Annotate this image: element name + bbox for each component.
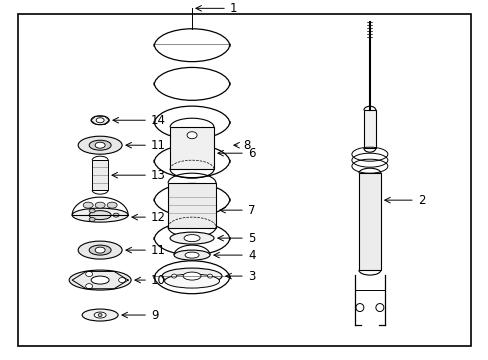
Ellipse shape [107, 202, 117, 208]
Ellipse shape [89, 211, 111, 220]
Ellipse shape [89, 140, 111, 150]
Text: 3: 3 [247, 270, 255, 283]
Ellipse shape [113, 213, 119, 217]
Ellipse shape [95, 202, 105, 208]
Ellipse shape [94, 312, 106, 318]
Ellipse shape [355, 303, 363, 311]
Ellipse shape [85, 284, 92, 289]
Ellipse shape [183, 272, 201, 280]
Ellipse shape [207, 274, 212, 278]
Ellipse shape [184, 252, 199, 258]
Text: 4: 4 [247, 249, 255, 262]
Ellipse shape [187, 132, 197, 139]
Bar [358, 173, 380, 270]
Ellipse shape [89, 245, 111, 255]
Text: 11: 11 [151, 244, 166, 257]
Ellipse shape [162, 268, 222, 284]
Text: 12: 12 [151, 211, 166, 224]
Ellipse shape [98, 314, 102, 316]
Ellipse shape [72, 208, 128, 222]
Ellipse shape [96, 118, 104, 123]
Ellipse shape [91, 116, 109, 125]
Ellipse shape [171, 274, 176, 278]
Ellipse shape [83, 202, 93, 208]
Text: 9: 9 [151, 309, 158, 321]
Ellipse shape [95, 142, 105, 148]
Text: 8: 8 [243, 139, 250, 152]
Text: 14: 14 [151, 114, 166, 127]
Text: 11: 11 [151, 139, 166, 152]
Ellipse shape [164, 274, 219, 288]
Ellipse shape [69, 270, 131, 290]
Ellipse shape [119, 278, 125, 283]
Ellipse shape [78, 136, 122, 154]
Text: 13: 13 [151, 169, 165, 182]
Ellipse shape [375, 303, 383, 311]
Bar [170, 127, 214, 169]
Ellipse shape [95, 247, 105, 253]
Text: 7: 7 [247, 204, 255, 217]
Ellipse shape [82, 309, 118, 321]
Ellipse shape [78, 241, 122, 259]
Ellipse shape [89, 209, 95, 213]
Text: 1: 1 [229, 2, 237, 15]
Ellipse shape [89, 217, 95, 221]
Text: 6: 6 [247, 147, 255, 160]
Text: 5: 5 [247, 231, 255, 244]
Text: 10: 10 [151, 274, 165, 287]
Ellipse shape [174, 250, 210, 260]
Bar [168, 183, 216, 228]
Ellipse shape [170, 232, 214, 244]
Bar [363, 110, 375, 148]
Bar [92, 160, 108, 190]
Ellipse shape [183, 235, 200, 242]
Ellipse shape [91, 276, 109, 284]
Text: 2: 2 [417, 194, 425, 207]
Ellipse shape [85, 271, 92, 276]
